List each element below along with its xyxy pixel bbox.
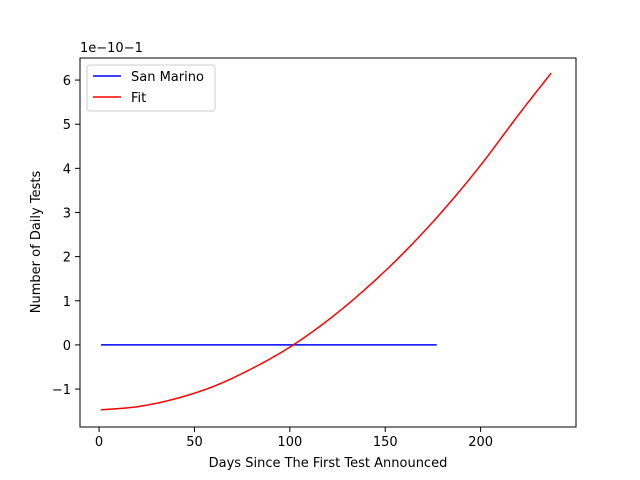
y-tick-label: 5 bbox=[63, 118, 71, 133]
y-offset-label: 1e−10−1 bbox=[80, 41, 143, 56]
y-tick-label: 0 bbox=[63, 339, 71, 354]
y-axis-ticks: −1 0 1 2 3 4 5 6 bbox=[52, 74, 80, 398]
legend-label-san-marino: San Marino bbox=[131, 70, 204, 85]
plot-lines bbox=[100, 72, 552, 411]
plot-area-frame bbox=[79, 57, 577, 428]
series-line-fit bbox=[100, 72, 552, 411]
x-axis-label: Days Since The First Test Announced bbox=[209, 456, 448, 471]
y-tick-label: 4 bbox=[63, 162, 71, 177]
y-tick-label: 6 bbox=[63, 74, 71, 89]
x-tick-label: 100 bbox=[277, 435, 302, 450]
y-axis-label: Number of Daily Tests bbox=[29, 171, 44, 314]
x-tick-label: 150 bbox=[373, 435, 398, 450]
x-tick-label: 50 bbox=[186, 435, 203, 450]
x-tick-label: 200 bbox=[468, 435, 493, 450]
y-tick-label: 3 bbox=[63, 206, 71, 221]
y-tick-label: −1 bbox=[52, 383, 71, 398]
y-tick-label: 1 bbox=[63, 295, 71, 310]
y-tick-label: 2 bbox=[63, 251, 71, 266]
x-axis-ticks: 0 50 100 150 200 bbox=[95, 427, 493, 450]
legend-label-fit: Fit bbox=[131, 91, 146, 106]
legend: San Marino Fit bbox=[86, 64, 216, 112]
x-tick-label: 0 bbox=[95, 435, 103, 450]
